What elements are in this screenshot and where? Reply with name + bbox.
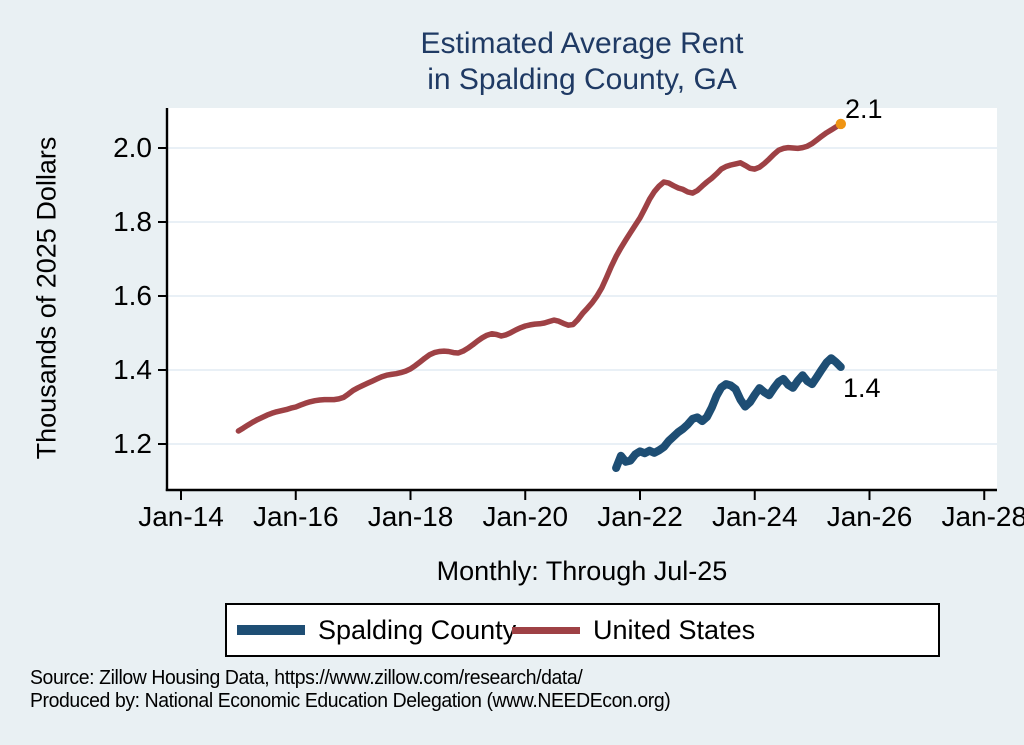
gridlines <box>168 147 997 445</box>
legend-label-spalding-county: Spalding County <box>318 614 517 645</box>
source-line: Source: Zillow Housing Data, https://www… <box>30 667 583 689</box>
x-tick-label: Jan-16 <box>252 501 339 532</box>
x-tick-label: Jan-28 <box>941 501 1024 532</box>
united-states-line-swatch <box>512 626 580 634</box>
end-value-label-spalding-county: 1.4 <box>843 373 881 403</box>
x-tick-label: Jan-22 <box>597 501 683 532</box>
y-tick-label: 1.8 <box>113 206 152 237</box>
legend-label-united-states: United States <box>593 614 756 645</box>
x-tick-label: Jan-20 <box>482 501 569 532</box>
united-states-line <box>235 121 844 434</box>
spalding-county-line-swatch <box>237 625 305 635</box>
end-value-label-united-states: 2.1 <box>845 94 883 124</box>
plot-area <box>167 108 997 490</box>
y-tick-label: 1.6 <box>113 280 152 311</box>
x-tick-label: Jan-14 <box>138 501 224 532</box>
chart-title-line1: Estimated Average Rent <box>420 27 744 60</box>
chart-title: Estimated Average Rent in Spalding Count… <box>167 26 997 98</box>
series-end-marker-dot <box>835 118 847 130</box>
x-tick-label: Jan-18 <box>367 501 454 532</box>
series-lines <box>235 118 847 472</box>
y-tick-label: 2.0 <box>113 132 152 163</box>
y-tick-label: 1.4 <box>113 354 152 385</box>
legend-item-united-states: United States <box>512 605 755 655</box>
produced-by-line: Produced by: National Economic Education… <box>30 689 671 712</box>
axis-ticks <box>158 147 986 500</box>
chart-title-line2: in Spalding County, GA <box>427 63 737 96</box>
chart-subtitle: Monthly: Through Jul-25 <box>436 556 728 586</box>
source-credits: Source: Zillow Housing Data, https://www… <box>30 667 671 712</box>
legend: Spalding County United States <box>225 603 940 657</box>
spalding-county-line <box>612 354 845 472</box>
legend-item-spalding-county: Spalding County <box>237 605 516 655</box>
y-tick-label: 1.2 <box>113 428 152 459</box>
x-tick-label: Jan-24 <box>711 501 798 532</box>
x-tick-label: Jan-26 <box>826 501 913 532</box>
